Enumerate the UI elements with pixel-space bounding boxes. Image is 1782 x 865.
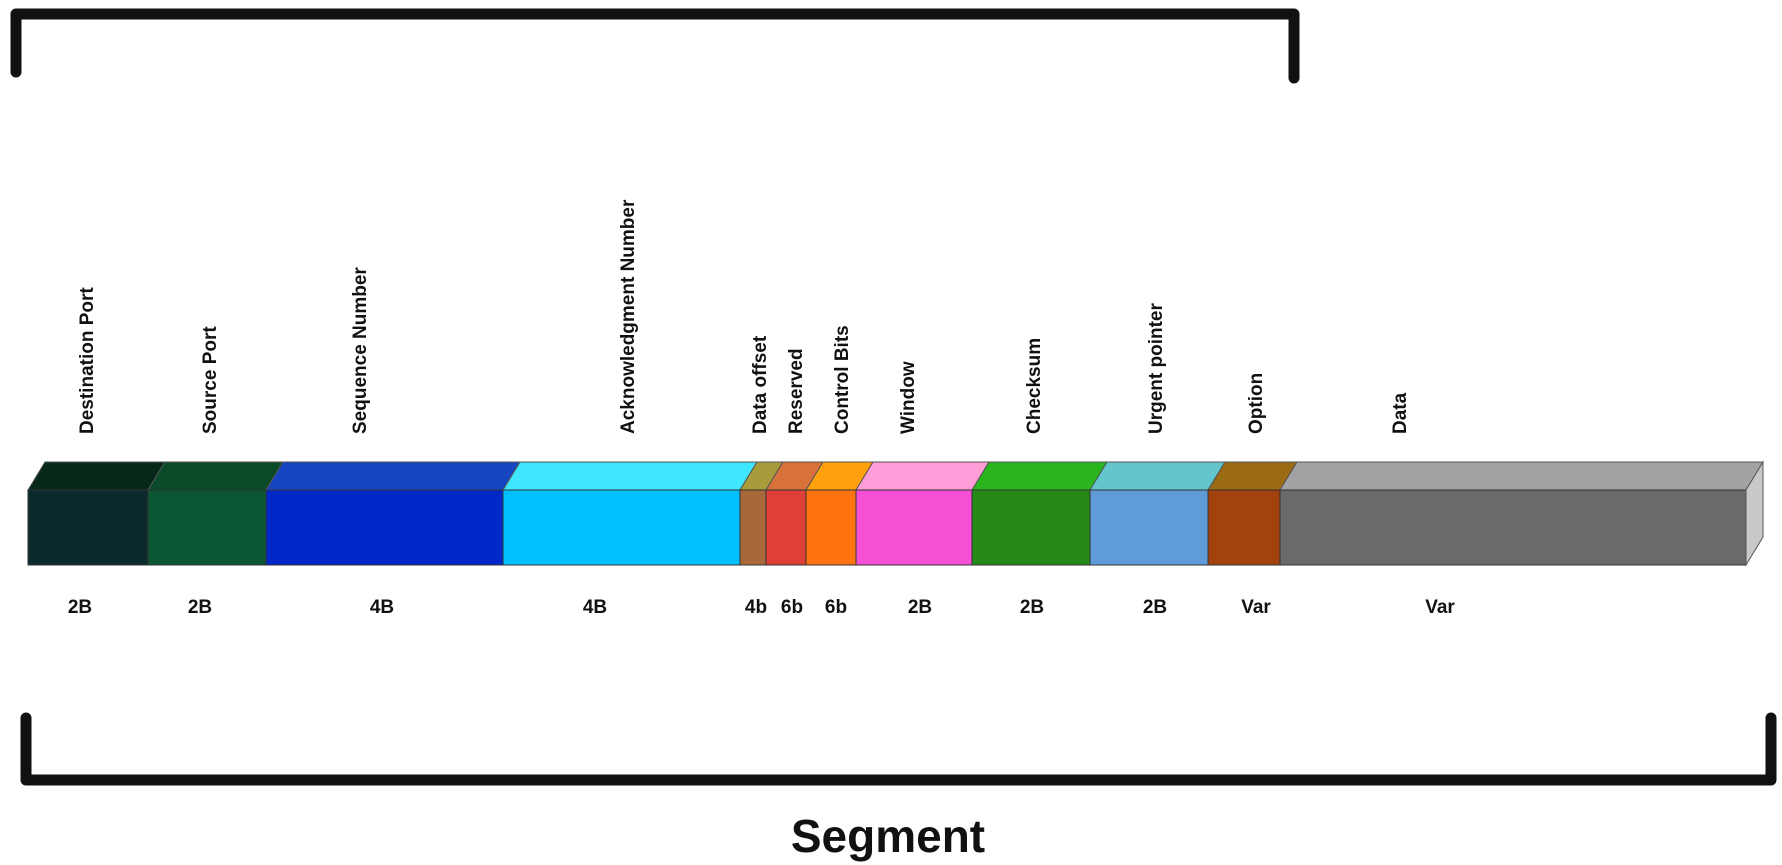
field-face-2 (265, 489, 504, 566)
field-face-9 (1089, 489, 1209, 566)
field-face-6 (805, 489, 857, 566)
field-size-11: Var (1425, 597, 1455, 618)
field-top-11 (1279, 461, 1764, 491)
field-size-7: 2B (908, 597, 932, 618)
field-size-4: 4b (745, 597, 767, 618)
field-top-0 (27, 461, 166, 491)
field-name-10: Option (1246, 373, 1267, 434)
field-top-2 (265, 461, 521, 491)
field-face-11 (1279, 489, 1747, 566)
field-face-8 (971, 489, 1091, 566)
field-size-0: 2B (68, 597, 92, 618)
field-face-7 (855, 489, 973, 566)
field-size-5: 6b (781, 597, 803, 618)
field-face-5 (765, 489, 807, 566)
field-name-9: Urgent pointer (1146, 303, 1167, 434)
field-name-7: Window (898, 361, 919, 434)
bar-right-side (1745, 460, 1764, 567)
field-name-0: Destination Port (77, 287, 98, 434)
field-size-1: 2B (188, 597, 212, 618)
field-size-8: 2B (1020, 597, 1044, 618)
field-name-1: Source Port (200, 326, 221, 434)
field-size-3: 4B (583, 597, 607, 618)
field-top-7 (855, 461, 990, 491)
field-name-2: Sequence Number (350, 267, 371, 434)
field-face-10 (1207, 489, 1281, 566)
field-name-11: Data (1390, 392, 1411, 434)
segment-bracket (20, 712, 1777, 786)
field-size-9: 2B (1143, 597, 1167, 618)
field-top-9 (1089, 461, 1226, 491)
field-size-2: 4B (370, 597, 394, 618)
field-name-3: Acknowledgment Number (618, 199, 639, 434)
field-top-1 (147, 461, 284, 491)
field-face-1 (147, 489, 267, 566)
field-name-6: Control Bits (832, 325, 853, 434)
field-face-3 (502, 489, 741, 566)
fields-layer: Destination Port 2B Source Port 2B Sequence … (27, 199, 1764, 618)
field-face-0 (27, 489, 149, 566)
field-size-10: Var (1241, 597, 1271, 618)
field-name-5: Reserved (786, 348, 807, 434)
field-top-8 (971, 461, 1108, 491)
field-name-4: Data offset (750, 335, 771, 434)
segment-caption: Segment (791, 810, 985, 862)
field-face-4 (739, 489, 767, 566)
field-size-6: 6b (825, 597, 847, 618)
field-name-8: Checksum (1024, 338, 1045, 434)
header-bracket (10, 8, 1300, 84)
field-top-3 (502, 461, 758, 491)
